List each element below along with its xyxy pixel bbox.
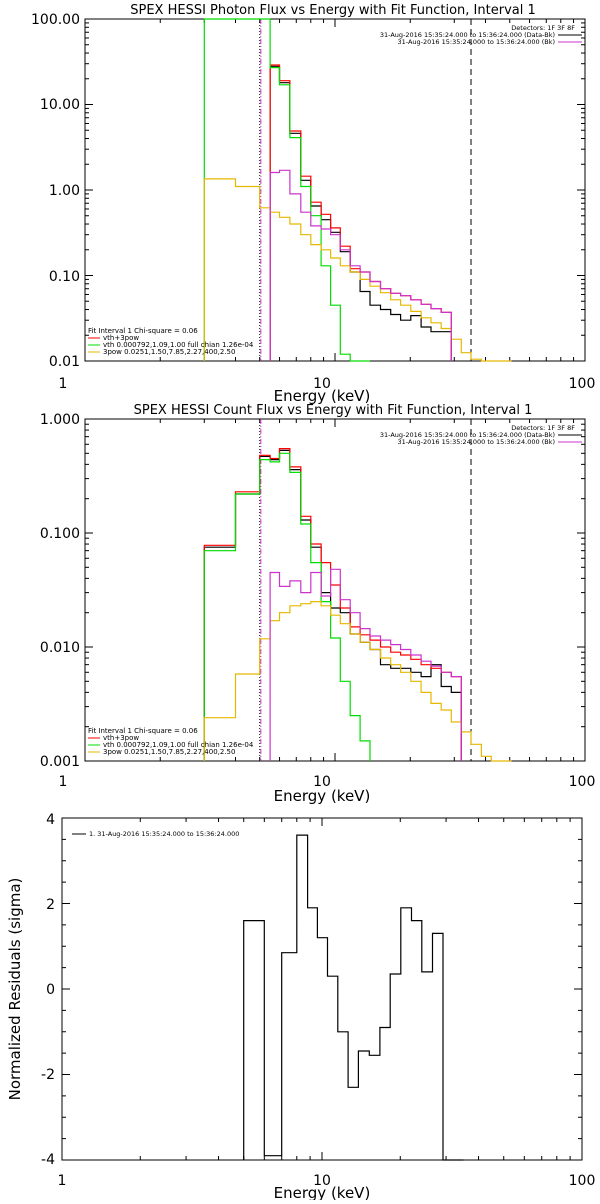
- photon-flux-ytick-1.00: 1.00: [49, 183, 80, 199]
- residuals-ylabel: Normalized Residuals (sigma): [6, 878, 24, 1101]
- photon-legend-detectors: Detectors: 1F 3F 8F: [511, 24, 575, 32]
- photon-legend-databk: 31-Aug-2016 15:35:24.000 to 15:36:24.000…: [380, 31, 555, 39]
- residuals-xtick-100: 100: [569, 1173, 596, 1189]
- photon-flux-ticks: [84, 19, 585, 362]
- photon-flux-ytick-0.01: 0.01: [49, 354, 80, 370]
- residuals-legend-label: 1. 31-Aug-2016 15:35:24.000 to 15:36:24.…: [89, 830, 239, 838]
- photon-legend-green: vth 0.000792,1.09,1.00 full chian 1.26e-…: [103, 341, 254, 349]
- photon-flux-title: SPEX HESSI Photon Flux vs Energy with Fi…: [130, 3, 536, 18]
- count-flux-ticks: [84, 419, 585, 762]
- residuals-ytick-2: 2: [46, 897, 55, 913]
- series-1-line: [203, 448, 462, 761]
- series-4-line: [269, 568, 462, 761]
- photon-flux-xlabel: Energy (keV): [274, 387, 371, 405]
- residuals-series: [243, 834, 464, 1161]
- photon-flux-legend-topright: Detectors: 1F 3F 8F 31-Aug-2016 15:35:24…: [380, 24, 582, 46]
- photon-legend-fitinterval: Fit Interval 1 Chi-square = 0.06: [88, 327, 198, 335]
- count-legend-green: vth 0.000792,1.09,1.00 full chian 1.26e-…: [103, 741, 254, 749]
- series-0-line: [243, 834, 464, 1161]
- series-4-line: [269, 169, 452, 361]
- series-2-line: [203, 452, 371, 761]
- count-legend-databk: 31-Aug-2016 15:35:24.000 to 15:36:24.000…: [380, 431, 555, 439]
- residuals-ticks: [61, 817, 582, 1161]
- count-legend-detectors: Detectors: 1F 3F 8F: [511, 424, 575, 432]
- count-legend-yellow: 3pow 0.0251,1.50,7.85,2.27,400,2.50: [103, 748, 235, 756]
- count-legend-red: vth+3pow: [103, 734, 139, 742]
- photon-flux-ytick-0.10: 0.10: [49, 269, 80, 285]
- photon-flux-xtick-1: 1: [59, 376, 68, 392]
- photon-flux-panel: SPEX HESSI Photon Flux vs Energy with Fi…: [31, 3, 595, 405]
- residuals-ytick-m2: -2: [41, 1067, 55, 1083]
- count-flux-xtick-100: 100: [569, 774, 596, 790]
- photon-legend-bk: 31-Aug-2016 15:35:24.000 to 15:36:24.000…: [398, 38, 555, 46]
- count-legend-bk: 31-Aug-2016 15:35:24.000 to 15:36:24.000…: [398, 438, 555, 446]
- count-flux-panel: SPEX HESSI Count Flux vs Energy with Fit…: [40, 403, 595, 805]
- residuals-xtick-10: 10: [313, 1173, 331, 1189]
- photon-flux-legend-bottomleft: Fit Interval 1 Chi-square = 0.06 vth+3po…: [88, 327, 254, 356]
- count-flux-legend-topright: Detectors: 1F 3F 8F 31-Aug-2016 15:35:24…: [380, 424, 582, 446]
- count-legend-fitinterval: Fit Interval 1 Chi-square = 0.06: [88, 727, 198, 735]
- count-flux-ytick-0.010: 0.010: [40, 640, 80, 656]
- residuals-panel: 1 10 100 -4 -2 0 2 4 Energy (keV) Normal…: [6, 812, 596, 1202]
- residuals-xtick-1: 1: [58, 1173, 67, 1189]
- series-2-line: [203, 18, 370, 362]
- photon-flux-series: [203, 18, 512, 362]
- photon-flux-xtick-100: 100: [569, 376, 596, 392]
- count-flux-ytick-0.001: 0.001: [40, 754, 80, 770]
- photon-flux-ytick-10.00: 10.00: [40, 97, 80, 113]
- count-flux-ytick-1.000: 1.000: [40, 412, 80, 428]
- count-flux-xlabel: Energy (keV): [274, 787, 371, 805]
- count-flux-legend-bottomleft: Fit Interval 1 Chi-square = 0.06 vth+3po…: [88, 727, 254, 756]
- residuals-ytick-0: 0: [46, 982, 55, 998]
- photon-flux-ytick-100.00: 100.00: [31, 12, 80, 28]
- residuals-ytick-4: 4: [46, 812, 55, 828]
- residuals-xlabel: Energy (keV): [274, 1184, 371, 1200]
- count-flux-xtick-10: 10: [313, 774, 331, 790]
- count-flux-title: SPEX HESSI Count Flux vs Energy with Fit…: [134, 403, 533, 418]
- count-flux-xtick-1: 1: [59, 774, 68, 790]
- residuals-ytick-m4: -4: [41, 1152, 55, 1168]
- photon-legend-yellow: 3pow 0.0251,1.50,7.85,2.27,400,2.50: [103, 348, 235, 356]
- count-flux-ytick-0.100: 0.100: [40, 526, 80, 542]
- photon-flux-xtick-10: 10: [313, 376, 331, 392]
- photon-legend-red: vth+3pow: [103, 334, 139, 342]
- count-flux-series: [203, 448, 512, 762]
